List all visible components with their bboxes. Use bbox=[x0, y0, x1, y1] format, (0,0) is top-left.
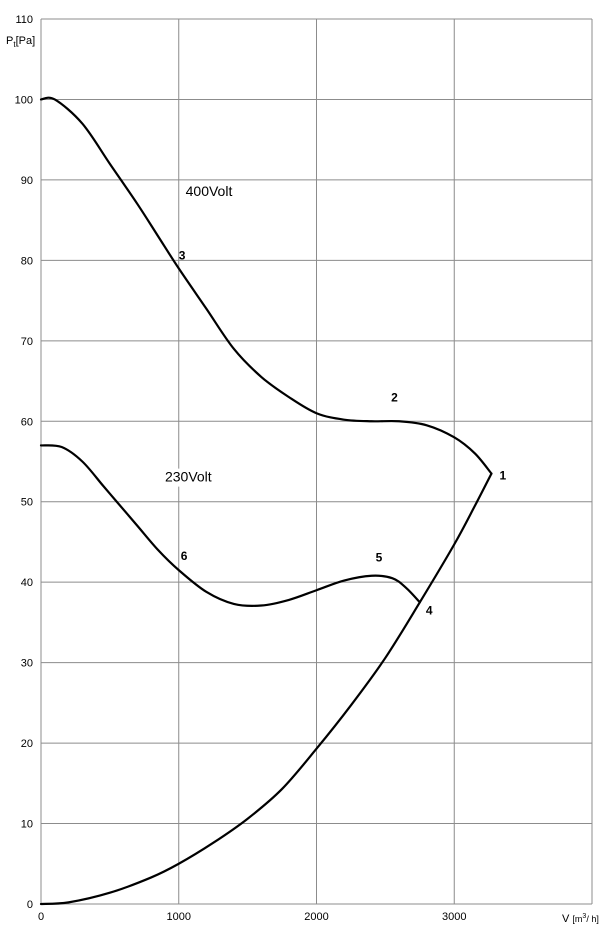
y-tick-label-10: 10 bbox=[21, 819, 33, 831]
curves bbox=[39, 96, 493, 906]
point-label-1: 1 bbox=[499, 469, 506, 483]
y-tick-label-60: 60 bbox=[21, 416, 33, 428]
x-tick-label-0: 0 bbox=[38, 911, 44, 923]
y-tick-label-100: 100 bbox=[15, 94, 33, 106]
y-tick-label-70: 70 bbox=[21, 336, 33, 348]
x-axis-label: V [m3/ h] bbox=[562, 913, 599, 925]
y-axis-label: Pt[Pa] bbox=[6, 35, 35, 49]
y-tick-label-20: 20 bbox=[21, 738, 33, 750]
curve-400volt bbox=[39, 96, 493, 475]
y-tick-label-110: 110 bbox=[15, 14, 33, 26]
series-label-400volt: 400Volt bbox=[186, 183, 233, 199]
series-label-230volt: 230Volt bbox=[165, 469, 212, 485]
y-tick-label-40: 40 bbox=[21, 577, 33, 589]
point-label-4: 4 bbox=[426, 603, 433, 617]
annotations: 1 2 3 4 5 6 400Volt 230Volt bbox=[161, 183, 506, 617]
ticks: 0 10 20 30 40 50 60 70 80 90 100 110 0 1000 2000 3000 bbox=[15, 14, 467, 923]
x-tick-label-1000: 1000 bbox=[167, 911, 191, 923]
x-tick-label-3000: 3000 bbox=[442, 911, 466, 923]
curve-230volt bbox=[39, 444, 421, 607]
y-tick-label-80: 80 bbox=[21, 255, 33, 267]
series-label-bg bbox=[182, 183, 241, 201]
y-tick-label-90: 90 bbox=[21, 175, 33, 187]
point-label-3: 3 bbox=[179, 248, 186, 262]
x-tick-label-2000: 2000 bbox=[304, 911, 328, 923]
point-label-6: 6 bbox=[181, 549, 188, 563]
curve-system bbox=[39, 472, 493, 906]
y-tick-label-30: 30 bbox=[21, 658, 33, 670]
series-label-bg bbox=[161, 468, 220, 487]
y-tick-label-0: 0 bbox=[27, 899, 33, 911]
point-label-2: 2 bbox=[391, 390, 398, 404]
grid bbox=[40, 18, 593, 905]
point-label-5: 5 bbox=[376, 551, 383, 565]
y-tick-label-50: 50 bbox=[21, 497, 33, 509]
